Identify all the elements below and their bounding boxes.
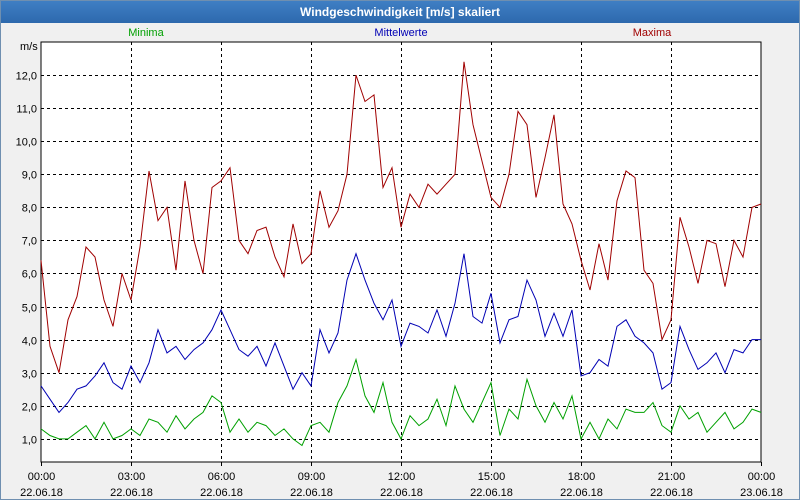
y-tick-label: 11,0 bbox=[16, 104, 37, 116]
x-tick-time-label: 03:00 bbox=[118, 471, 146, 483]
x-tick-time-label: 00:00 bbox=[748, 471, 776, 483]
x-tick-date-label: 23.06.18 bbox=[740, 487, 783, 499]
y-tick-label: 4,0 bbox=[22, 336, 37, 348]
x-tick-date-label: 22.06.18 bbox=[110, 487, 153, 499]
y-tick-label: 5,0 bbox=[22, 303, 37, 315]
series-line-mittelwerte bbox=[40, 252, 761, 414]
legend-minima: Minima bbox=[128, 27, 164, 39]
x-tick-time-label: 21:00 bbox=[658, 471, 686, 483]
y-tick-label: 2,0 bbox=[22, 402, 37, 414]
x-tick-time-label: 00:00 bbox=[28, 471, 56, 483]
y-tick-label: 12,0 bbox=[16, 71, 37, 83]
y-tick-label: 10,0 bbox=[16, 137, 37, 149]
y-tick-label: 9,0 bbox=[22, 170, 37, 182]
x-tick-time-label: 06:00 bbox=[208, 471, 236, 483]
y-tick-label: 6,0 bbox=[22, 269, 37, 281]
y-axis-unit: m/s bbox=[20, 41, 38, 53]
x-tick-time-label: 12:00 bbox=[388, 471, 416, 483]
y-tick-label: 7,0 bbox=[22, 236, 37, 248]
legend-mittelwerte: Mittelwerte bbox=[374, 27, 427, 39]
x-tick-time-label: 15:00 bbox=[478, 471, 506, 483]
x-tick-date-label: 22.06.18 bbox=[20, 487, 63, 499]
x-tick-date-label: 22.06.18 bbox=[290, 487, 333, 499]
y-tick-label: 3,0 bbox=[22, 369, 37, 381]
series-line-minima bbox=[40, 357, 762, 447]
series-line-maxima bbox=[40, 61, 762, 373]
x-tick-date-label: 22.06.18 bbox=[380, 487, 423, 499]
y-tick-label: 8,0 bbox=[22, 203, 37, 215]
x-tick-date-label: 22.06.18 bbox=[470, 487, 513, 499]
window-title: Windgeschwindigkeit [m/s] skaliert bbox=[1, 1, 799, 23]
legend-maxima: Maxima bbox=[633, 27, 672, 39]
x-tick-date-label: 22.06.18 bbox=[560, 487, 603, 499]
y-tick-label: 1,0 bbox=[22, 435, 37, 447]
x-tick-time-label: 09:00 bbox=[298, 471, 326, 483]
x-tick-date-label: 22.06.18 bbox=[200, 487, 243, 499]
x-tick-date-label: 22.06.18 bbox=[650, 487, 693, 499]
x-tick-time-label: 18:00 bbox=[568, 471, 596, 483]
